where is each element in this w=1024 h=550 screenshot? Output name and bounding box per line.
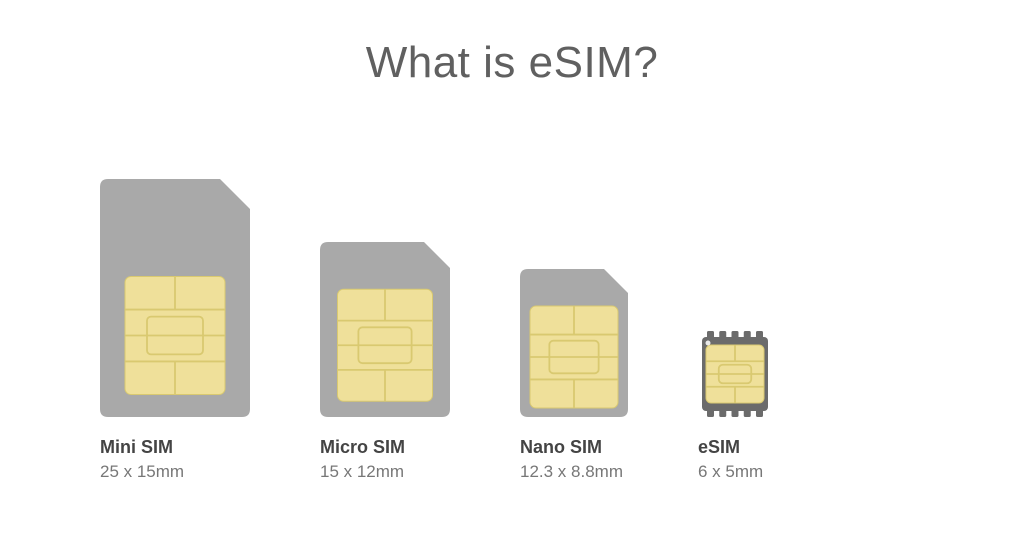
sim-card-micro xyxy=(320,177,450,417)
sim-label-dim: 6 x 5mm xyxy=(698,462,763,482)
sim-item-esim: eSIM 6 x 5mm xyxy=(698,177,772,482)
sim-card-mini xyxy=(100,177,250,417)
sim-label-dim: 25 x 15mm xyxy=(100,462,184,482)
sim-row: Mini SIM 25 x 15mm Micro SIM 15 x 12mm N… xyxy=(100,177,924,482)
sim-card-esim xyxy=(698,177,772,417)
sim-item-mini: Mini SIM 25 x 15mm xyxy=(100,177,250,482)
sim-label-name: Nano SIM xyxy=(520,437,602,458)
sim-label-name: eSIM xyxy=(698,437,740,458)
sim-item-micro: Micro SIM 15 x 12mm xyxy=(320,177,450,482)
sim-label-name: Mini SIM xyxy=(100,437,173,458)
sim-card-nano xyxy=(520,177,628,417)
sim-label-dim: 15 x 12mm xyxy=(320,462,404,482)
page-title: What is eSIM? xyxy=(0,38,1024,88)
sim-item-nano: Nano SIM 12.3 x 8.8mm xyxy=(520,177,628,482)
sim-label-name: Micro SIM xyxy=(320,437,405,458)
sim-label-dim: 12.3 x 8.8mm xyxy=(520,462,623,482)
